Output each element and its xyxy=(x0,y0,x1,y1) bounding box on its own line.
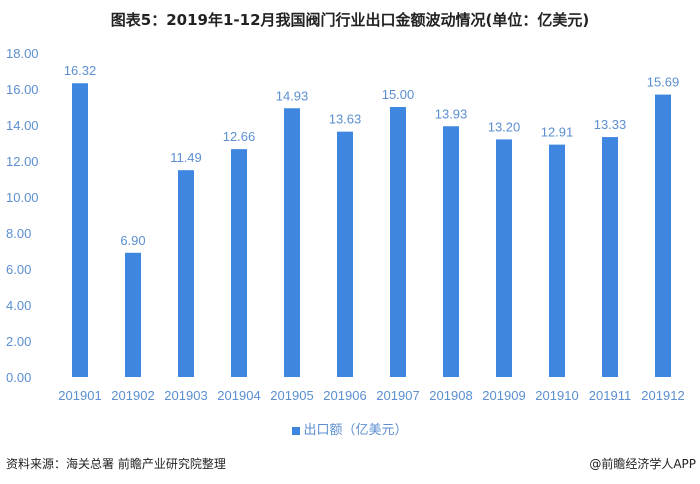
bar xyxy=(443,126,459,377)
data-label: 13.33 xyxy=(594,117,627,132)
bar xyxy=(72,83,88,378)
data-label: 12.66 xyxy=(223,129,256,144)
y-tick-label: 2.00 xyxy=(6,334,31,349)
y-tick-label: 12.00 xyxy=(6,154,39,169)
bar xyxy=(284,108,300,377)
x-tick-label: 201904 xyxy=(217,388,260,403)
data-label: 6.90 xyxy=(120,233,145,248)
data-label: 13.93 xyxy=(435,106,468,121)
x-tick-label: 201908 xyxy=(429,388,472,403)
bar xyxy=(337,131,353,377)
x-tick-label: 201906 xyxy=(323,388,366,403)
x-tick-label: 201905 xyxy=(270,388,313,403)
data-label: 14.93 xyxy=(276,88,309,103)
bar xyxy=(178,170,194,377)
y-tick-label: 6.00 xyxy=(6,262,31,277)
legend-label: 出口额（亿美元） xyxy=(303,423,408,438)
y-tick-label: 18.00 xyxy=(6,46,39,61)
bar xyxy=(125,252,141,377)
legend: 出口额（亿美元） xyxy=(0,419,700,438)
x-tick-label: 201901 xyxy=(58,388,101,403)
chart-title: 图表5：2019年1-12月我国阀门行业出口金额波动情况(单位：亿美元) xyxy=(110,11,590,29)
y-tick-label: 10.00 xyxy=(6,190,39,205)
x-tick-label: 201910 xyxy=(535,388,578,403)
legend-swatch xyxy=(292,426,301,435)
x-tick-label: 201911 xyxy=(589,388,631,403)
bar xyxy=(231,149,247,377)
data-label: 12.91 xyxy=(541,125,574,140)
data-label: 16.32 xyxy=(64,63,97,78)
bar xyxy=(390,107,406,377)
x-tick-label: 201902 xyxy=(111,388,154,403)
bar xyxy=(496,139,512,377)
y-tick-label: 4.00 xyxy=(6,298,31,313)
bar xyxy=(655,94,671,377)
data-label: 13.63 xyxy=(329,112,362,127)
data-label: 15.00 xyxy=(382,87,415,102)
y-tick-label: 0.00 xyxy=(6,370,31,385)
bar xyxy=(549,144,565,377)
x-tick-label: 201903 xyxy=(164,388,207,403)
data-label: 11.49 xyxy=(170,150,202,165)
x-tick-label: 201907 xyxy=(376,388,419,403)
bar xyxy=(602,137,618,377)
y-tick-label: 14.00 xyxy=(6,118,39,133)
source-note: 资料来源：海关总署 前瞻产业研究院整理 xyxy=(6,457,226,471)
data-label: 15.69 xyxy=(647,75,680,90)
credit: @前瞻经济学人APP xyxy=(589,457,696,471)
x-tick-label: 201912 xyxy=(641,388,684,403)
y-tick-label: 8.00 xyxy=(6,226,31,241)
data-label: 13.20 xyxy=(488,119,521,134)
y-tick-label: 16.00 xyxy=(6,82,39,97)
x-tick-label: 201909 xyxy=(482,388,525,403)
